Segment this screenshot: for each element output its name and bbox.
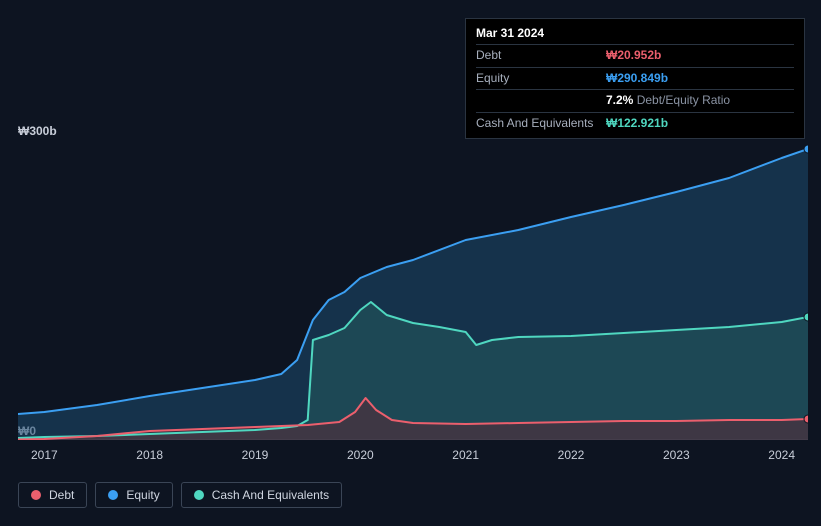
x-tick: 2022 (558, 448, 585, 462)
legend-toggle-equity[interactable]: Equity (95, 482, 172, 508)
x-tick: 2018 (136, 448, 163, 462)
tooltip-value: ₩20.952b (606, 47, 661, 64)
x-tick: 2024 (768, 448, 795, 462)
legend: Debt Equity Cash And Equivalents (18, 482, 342, 508)
x-tick: 2017 (31, 448, 58, 462)
x-axis: 2017 2018 2019 2020 2021 2022 2023 2024 (18, 448, 808, 468)
legend-label: Cash And Equivalents (212, 488, 329, 502)
x-tick: 2020 (347, 448, 374, 462)
legend-swatch-equity (108, 490, 118, 500)
tooltip-label: Debt (476, 47, 606, 64)
tooltip-value: 7.2% (606, 93, 633, 107)
chart-plot-area[interactable] (18, 140, 808, 440)
x-tick: 2021 (452, 448, 479, 462)
legend-label: Equity (126, 488, 159, 502)
legend-swatch-cash (194, 490, 204, 500)
legend-swatch-debt (31, 490, 41, 500)
tooltip-value: ₩122.921b (606, 115, 668, 132)
tooltip-suffix: Debt/Equity Ratio (637, 93, 730, 107)
x-tick: 2023 (663, 448, 690, 462)
tooltip-label: Cash And Equivalents (476, 115, 606, 132)
tooltip-row-cash: Cash And Equivalents ₩122.921b (476, 112, 794, 134)
x-tick: 2019 (242, 448, 269, 462)
legend-toggle-cash[interactable]: Cash And Equivalents (181, 482, 342, 508)
data-tooltip: Mar 31 2024 Debt ₩20.952b Equity ₩290.84… (465, 18, 805, 139)
tooltip-row-equity: Equity ₩290.849b (476, 67, 794, 89)
legend-label: Debt (49, 488, 74, 502)
legend-toggle-debt[interactable]: Debt (18, 482, 87, 508)
tooltip-label: Equity (476, 70, 606, 87)
tooltip-value: ₩290.849b (606, 70, 668, 87)
tooltip-label (476, 92, 606, 109)
chart-svg (18, 140, 808, 440)
y-axis-max-label: ₩300b (18, 124, 57, 138)
tooltip-row-ratio: 7.2% Debt/Equity Ratio (476, 89, 794, 111)
tooltip-date: Mar 31 2024 (476, 25, 794, 42)
tooltip-row-debt: Debt ₩20.952b (476, 44, 794, 66)
